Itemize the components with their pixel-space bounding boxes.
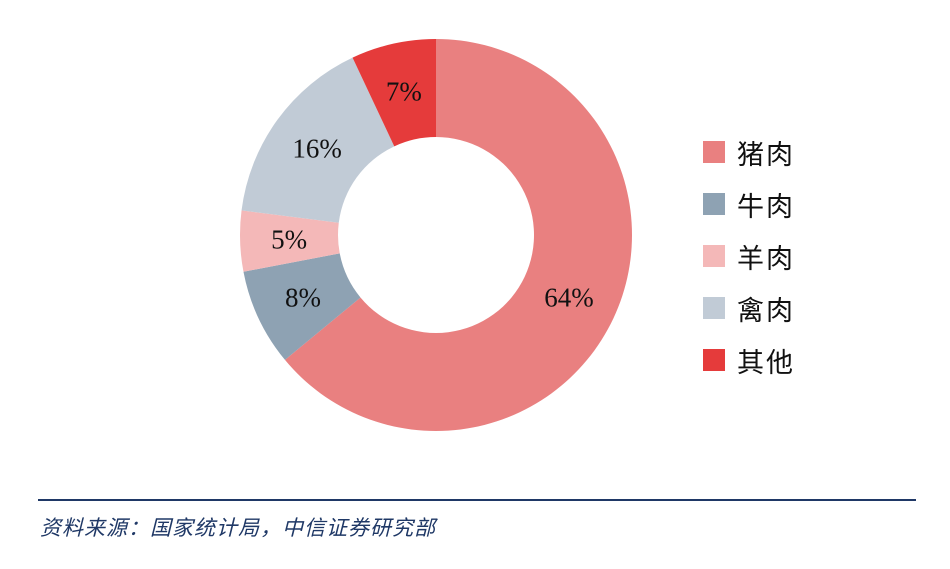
legend-item-mutton: 羊肉 bbox=[703, 230, 795, 282]
legend-swatch-other bbox=[703, 349, 725, 371]
donut-slices bbox=[239, 39, 632, 432]
donut-slice-pork bbox=[284, 39, 632, 432]
slice-label-beef: 8% bbox=[285, 283, 321, 313]
slice-label-mutton: 5% bbox=[271, 225, 307, 255]
legend-swatch-beef bbox=[703, 193, 725, 215]
slice-label-other: 7% bbox=[386, 77, 422, 107]
source-divider bbox=[38, 499, 916, 501]
legend-label-beef: 牛肉 bbox=[737, 191, 795, 223]
donut-slice-other bbox=[352, 39, 436, 147]
legend-item-poultry: 禽肉 bbox=[703, 282, 795, 334]
legend-item-beef: 牛肉 bbox=[703, 178, 795, 230]
legend-swatch-pork bbox=[703, 141, 725, 163]
legend-label-mutton: 羊肉 bbox=[737, 243, 795, 275]
chart-legend: 猪肉 牛肉 羊肉 禽肉 其他 bbox=[703, 126, 795, 386]
donut-slice-mutton bbox=[239, 210, 340, 272]
legend-label-poultry: 禽肉 bbox=[737, 295, 795, 327]
legend-swatch-mutton bbox=[703, 245, 725, 267]
donut-slice-beef bbox=[243, 253, 361, 360]
legend-item-other: 其他 bbox=[703, 334, 795, 386]
slice-label-pork: 64% bbox=[544, 283, 594, 313]
slice-labels: 64% 8% 5% 16% 7% bbox=[271, 77, 594, 313]
slice-label-poultry: 16% bbox=[292, 134, 342, 164]
legend-label-other: 其他 bbox=[737, 347, 795, 379]
legend-item-pork: 猪肉 bbox=[703, 126, 795, 178]
donut-chart: 64% 8% 5% 16% 7% bbox=[239, 39, 632, 432]
source-note: 资料来源：国家统计局，中信证券研究部 bbox=[40, 516, 436, 540]
donut-slice-poultry bbox=[241, 57, 395, 223]
legend-swatch-poultry bbox=[703, 297, 725, 319]
legend-label-pork: 猪肉 bbox=[737, 139, 795, 171]
